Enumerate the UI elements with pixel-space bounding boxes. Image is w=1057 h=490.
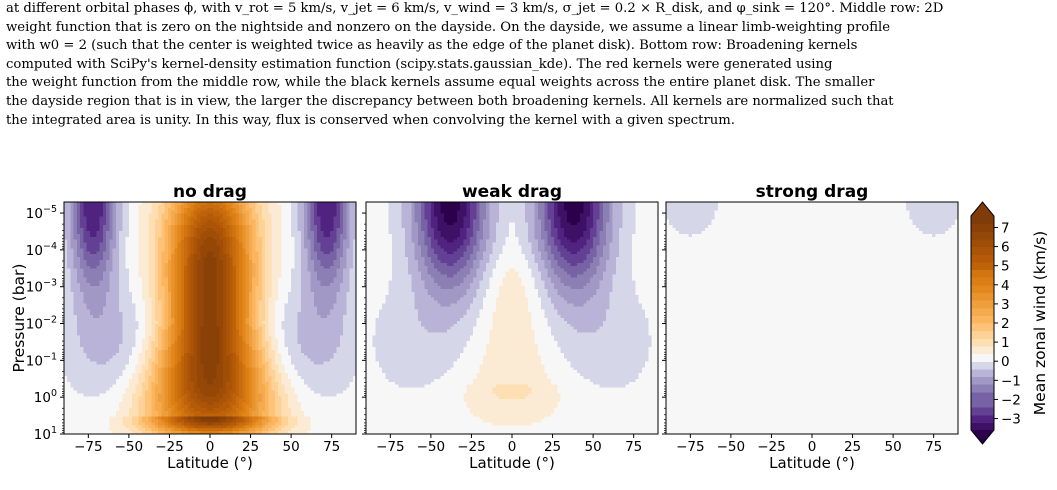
caption-line: at different orbital phases ϕ, with v_ro…: [6, 0, 1051, 19]
caption-line: computed with SciPy's kernel-density est…: [6, 56, 1051, 75]
caption-line: weight function that is zero on the nigh…: [6, 19, 1051, 38]
caption-line: with w0 = 2 (such that the center is wei…: [6, 37, 1051, 56]
caption-line: the dayside region that is in view, the …: [6, 93, 1051, 112]
contour-field: [64, 202, 357, 435]
caption-line: the weight function from the middle row,…: [6, 74, 1051, 93]
caption-line: the integrated area is unity. In this wa…: [6, 112, 1051, 131]
figure-caption: at different orbital phases ϕ, with v_ro…: [6, 0, 1051, 130]
